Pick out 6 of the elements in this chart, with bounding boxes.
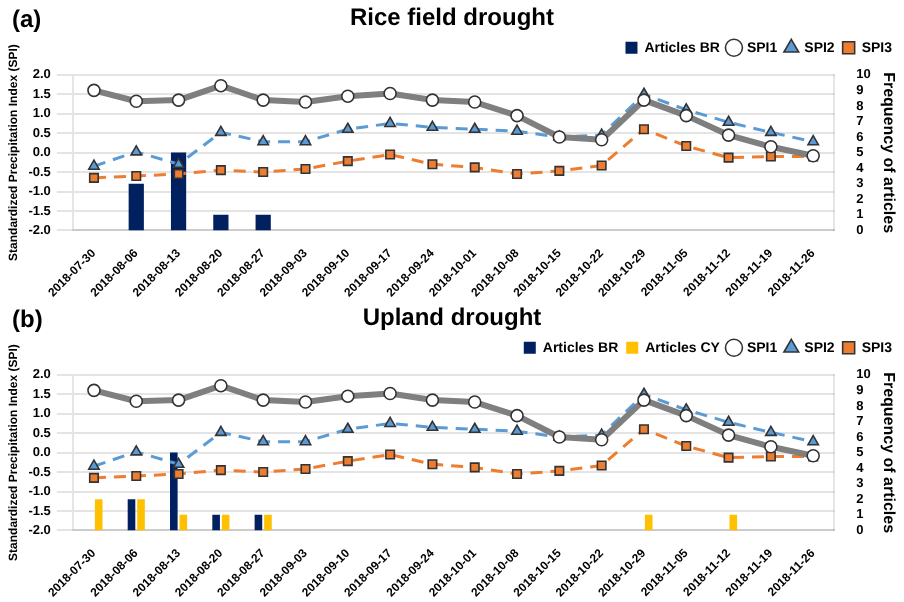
y2-axis-title: Frequency of articles — [879, 372, 898, 535]
y2-axis-title: Frequency of articles — [879, 72, 898, 235]
text: (a) — [12, 4, 42, 33]
text: (b) — [12, 304, 43, 333]
chart-title: Rice field drought — [350, 3, 555, 32]
chart-title: Upland drought — [362, 303, 542, 332]
